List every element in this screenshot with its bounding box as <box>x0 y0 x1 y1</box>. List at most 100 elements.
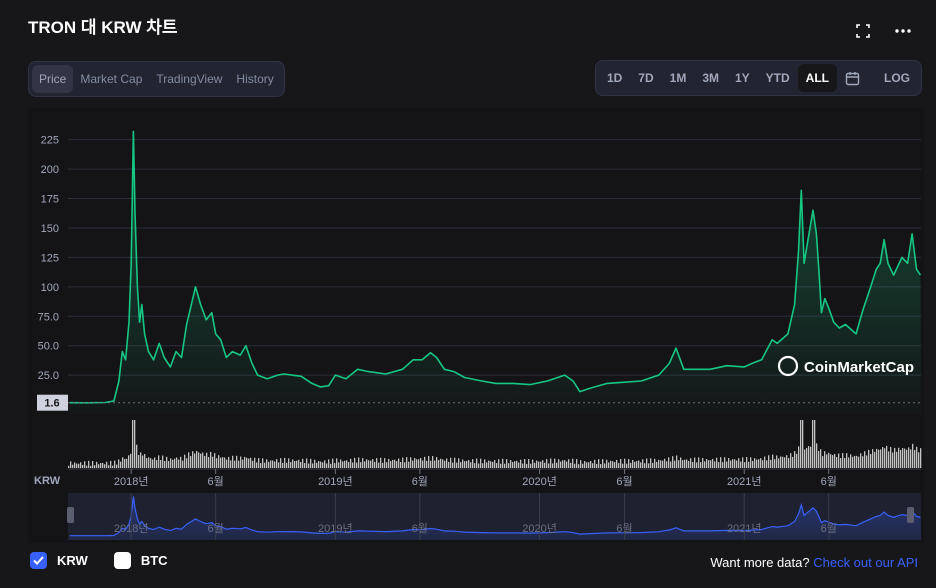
volume-bar <box>804 449 806 468</box>
volume-bar <box>576 459 578 468</box>
volume-bar <box>226 459 228 468</box>
y-tick-label: 125 <box>41 252 59 264</box>
volume-bar <box>324 460 326 468</box>
volume-bar <box>420 458 422 468</box>
volume-bar <box>818 450 820 468</box>
range-7d[interactable]: 7D <box>638 71 654 85</box>
tab-market-cap[interactable]: Market Cap <box>80 72 143 86</box>
volume-bar <box>724 457 726 468</box>
volume-bar <box>82 464 84 468</box>
currency-axis-label: KRW <box>34 475 61 487</box>
volume-bar <box>368 460 370 468</box>
more-horizontal-icon[interactable] <box>894 22 912 40</box>
volume-bar <box>666 461 668 468</box>
volume-bar <box>318 461 320 468</box>
volume-bar <box>202 452 204 468</box>
volume-bar <box>204 455 206 468</box>
volume-bar <box>668 457 670 468</box>
price-chart[interactable]: 25.0 50.0 75.0 100 125 150 175 200 225 1.6 CoinMar… <box>28 108 924 543</box>
x-tick-label: 2019년 <box>318 475 353 488</box>
volume-bar <box>440 458 442 468</box>
legend-btc-checkbox[interactable]: BTC <box>113 552 168 569</box>
range-1y[interactable]: 1Y <box>734 71 750 85</box>
volume-bar <box>154 457 156 468</box>
volume-bar <box>760 458 762 468</box>
range-ytd[interactable]: YTD <box>765 71 790 85</box>
volume-bar <box>604 463 606 468</box>
volume-bar <box>478 463 480 468</box>
volume-bar <box>840 458 842 468</box>
volume-bar <box>554 458 556 468</box>
range-1d[interactable]: 1D <box>606 71 623 85</box>
volume-bar <box>418 459 420 468</box>
volume-bar <box>490 461 492 468</box>
fullscreen-icon[interactable] <box>854 22 872 40</box>
volume-bar <box>652 462 654 468</box>
volume-bar <box>552 463 554 468</box>
calendar-icon[interactable] <box>837 64 868 92</box>
log-scale-toggle[interactable]: LOG <box>884 71 910 85</box>
volume-bar <box>388 458 390 468</box>
volume-bar <box>814 420 816 468</box>
volume-bar <box>770 459 772 468</box>
volume-bar <box>598 459 600 468</box>
volume-bar <box>854 455 856 468</box>
y-tick-label: 200 <box>41 164 59 176</box>
volume-bar <box>176 457 178 468</box>
volume-bar <box>866 455 868 468</box>
volume-bar <box>882 447 884 468</box>
volume-bar <box>686 459 688 468</box>
price-line <box>69 130 922 404</box>
api-link[interactable]: Check out our API <box>813 555 918 570</box>
range-all[interactable]: ALL <box>797 64 837 92</box>
volume-bar <box>406 457 408 468</box>
volume-bar <box>870 454 872 468</box>
volume-bar <box>658 459 660 468</box>
volume-bar <box>810 446 812 468</box>
volume-bar <box>506 459 508 468</box>
volume-bar <box>288 458 290 468</box>
volume-bar <box>800 420 802 468</box>
volume-bar <box>412 460 414 468</box>
legend-krw-checkbox[interactable]: KRW <box>30 552 88 569</box>
volume-bar <box>792 456 794 468</box>
volume-bar <box>184 454 186 468</box>
volume-bar <box>140 452 142 468</box>
volume-bar <box>848 457 850 468</box>
volume-bar <box>618 463 620 468</box>
volume-bar <box>280 458 282 468</box>
x-tick-label: 6월 <box>208 475 224 488</box>
volume-bar <box>180 456 182 468</box>
range-1m[interactable]: 1M <box>669 71 687 85</box>
volume-bar <box>622 463 624 468</box>
volume-bar <box>620 459 622 468</box>
volume-bar <box>680 457 682 468</box>
tab-price[interactable]: Price <box>32 65 74 93</box>
volume-bar <box>476 458 478 468</box>
volume-bar <box>496 463 498 468</box>
volume-bar <box>194 453 196 468</box>
volume-bar <box>216 458 218 468</box>
tab-history[interactable]: History <box>236 72 274 86</box>
volume-bar <box>674 460 676 468</box>
y-tick-label: 225 <box>41 135 59 147</box>
volume-bar <box>428 455 430 468</box>
check-icon <box>30 552 47 569</box>
volume-bar <box>124 458 126 468</box>
navigator-handle-right[interactable] <box>907 507 914 523</box>
range-3m[interactable]: 3M <box>702 71 719 85</box>
volume-bar <box>218 455 220 468</box>
volume-bar <box>726 461 728 468</box>
volume-bar <box>796 453 798 468</box>
volume-bar <box>862 456 864 468</box>
tab-tradingview[interactable]: TradingView <box>156 72 223 86</box>
volume-bar <box>334 463 336 468</box>
more-data-text: Want more data? <box>710 555 814 570</box>
volume-bar <box>508 463 510 468</box>
volume-bar <box>446 458 448 468</box>
volume-bar <box>860 453 862 468</box>
navigator-handle-left[interactable] <box>67 507 74 523</box>
volume-bar <box>78 463 80 468</box>
volume-bar <box>834 454 836 468</box>
volume-bar <box>880 449 882 468</box>
